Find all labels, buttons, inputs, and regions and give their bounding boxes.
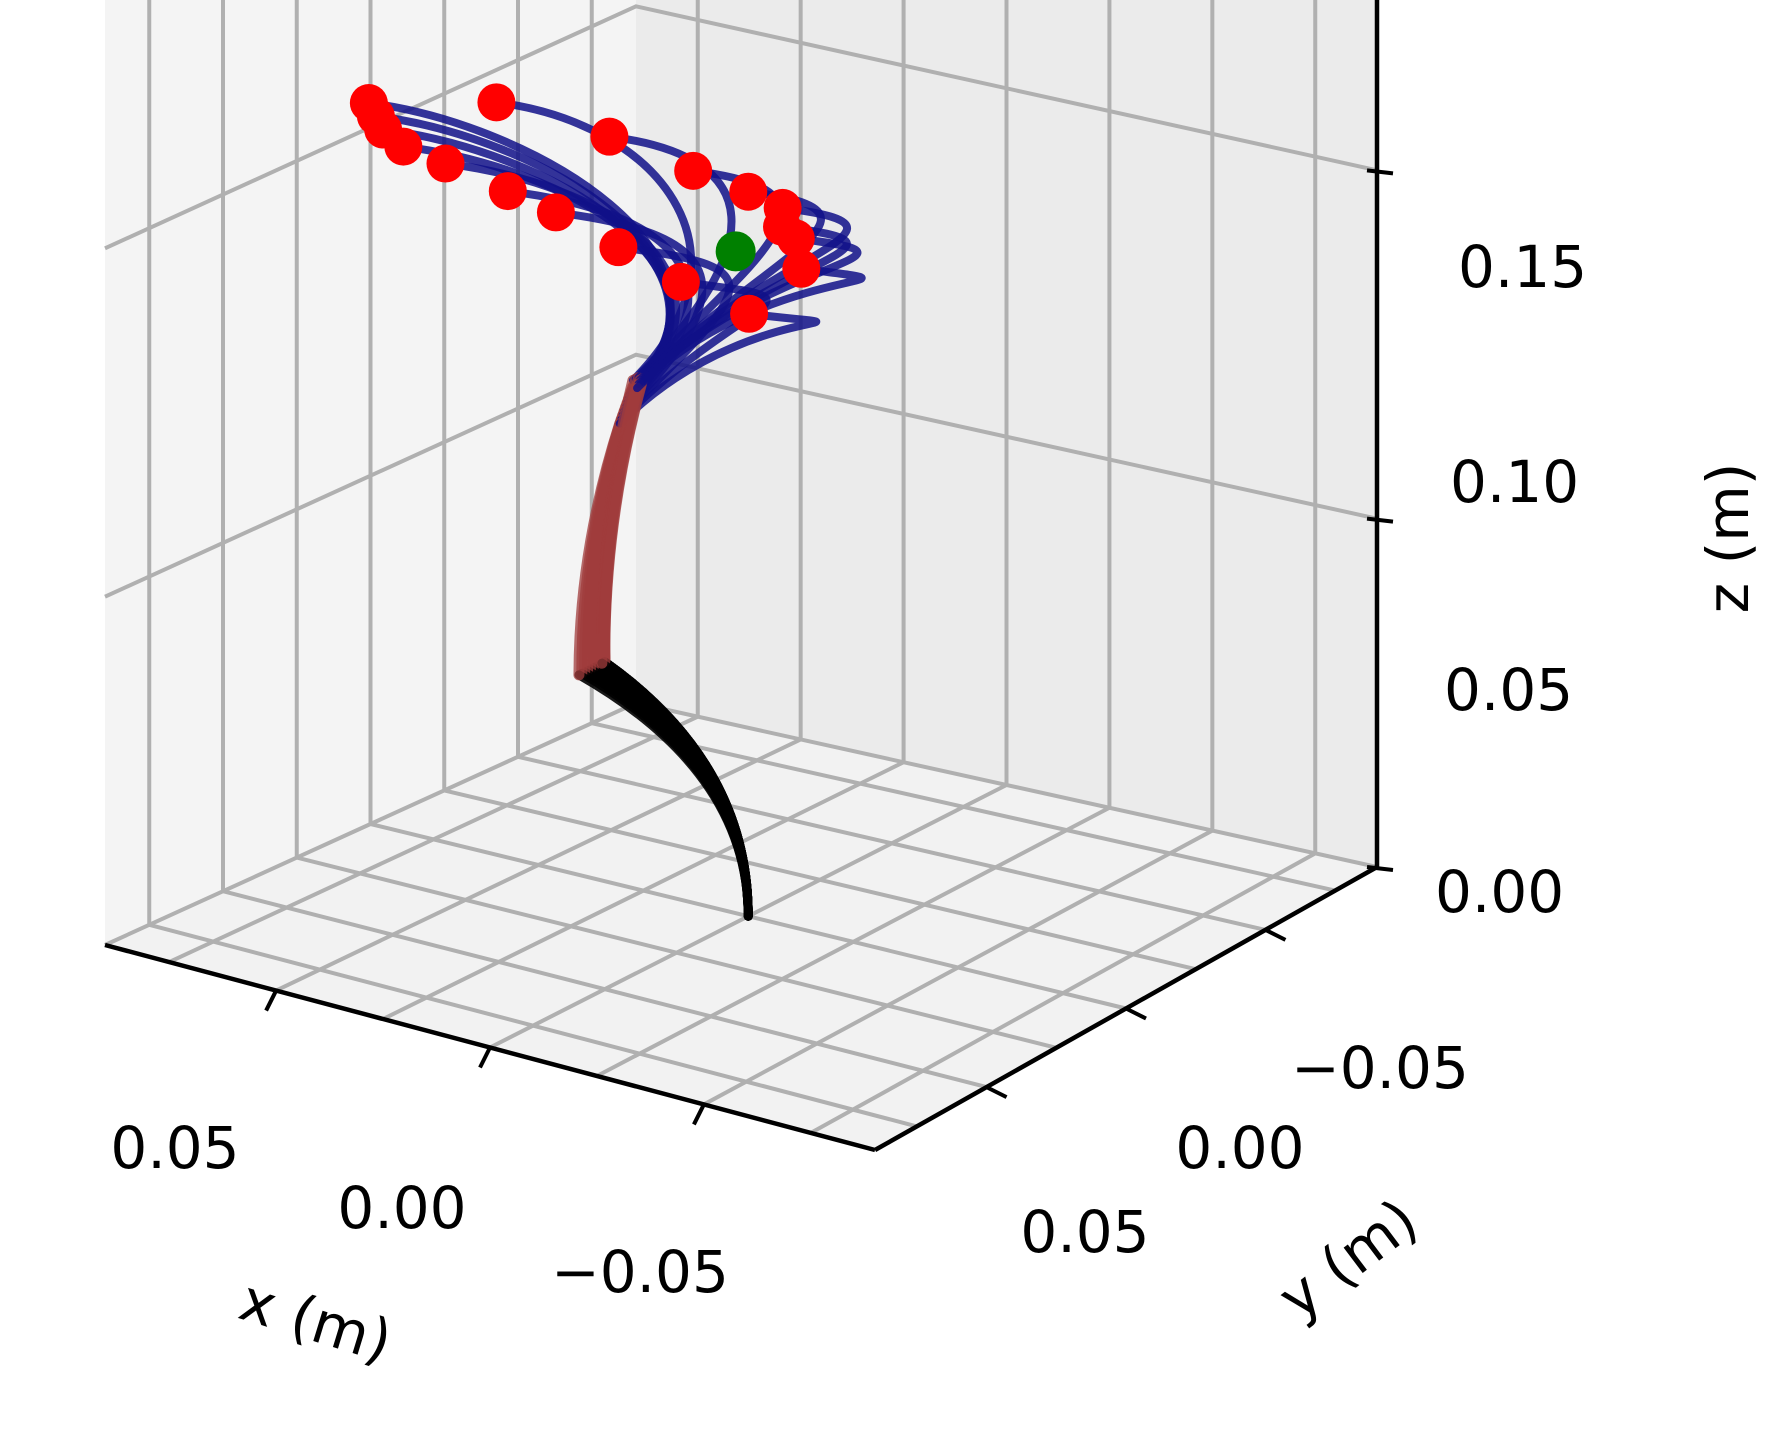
tip-marker bbox=[384, 127, 423, 166]
grid-line bbox=[443, 788, 1197, 972]
y-tick-mark bbox=[1125, 1006, 1147, 1021]
y-tick-label: 0.05 bbox=[1020, 1198, 1149, 1266]
grid-line bbox=[104, 352, 1378, 599]
tip-marker bbox=[730, 294, 769, 333]
z-tick-label: 0.05 bbox=[1444, 656, 1573, 724]
tip-marker bbox=[782, 249, 821, 288]
x-tick-label: −0.05 bbox=[551, 1238, 729, 1306]
floor-pane bbox=[105, 703, 1377, 1150]
target-marker bbox=[715, 231, 756, 272]
tip-markers bbox=[349, 83, 821, 333]
z-tick-mark bbox=[1366, 168, 1394, 176]
x-tick-mark bbox=[264, 989, 278, 1012]
tip-marker bbox=[536, 193, 575, 232]
tip-marker bbox=[776, 219, 815, 258]
grid-line bbox=[591, 721, 1336, 893]
rod-middle-segment bbox=[573, 418, 626, 681]
tip-marker bbox=[488, 172, 527, 211]
tip-marker bbox=[599, 228, 638, 267]
grid-line bbox=[382, 760, 905, 1021]
z-tick-label: 0.00 bbox=[1435, 858, 1564, 926]
tip-marker bbox=[729, 172, 768, 211]
z-axis-title: z (m) bbox=[1694, 463, 1762, 614]
tip-marker bbox=[674, 151, 713, 190]
rod-tip-segment bbox=[633, 264, 866, 393]
tip-marker bbox=[661, 262, 700, 301]
x-tick-mark bbox=[478, 1046, 492, 1069]
grid-line bbox=[168, 714, 699, 964]
z-tick-label: 0.15 bbox=[1458, 233, 1587, 301]
tick-marks bbox=[264, 168, 1394, 1126]
x-tick-label: 0.00 bbox=[337, 1174, 466, 1242]
rod-base-segment bbox=[597, 658, 753, 921]
tip-marker bbox=[477, 83, 516, 122]
y-tick-label: −0.05 bbox=[1291, 1034, 1469, 1102]
y-tick-mark bbox=[1264, 928, 1287, 942]
tip-marker bbox=[590, 117, 629, 156]
z-tick-mark bbox=[1366, 865, 1394, 872]
rod-tip-segment bbox=[492, 98, 696, 385]
y-tick-label: 0.00 bbox=[1175, 1114, 1304, 1182]
tip-marker bbox=[426, 144, 465, 183]
grid-line bbox=[104, 4, 1378, 251]
rod-tip-segment bbox=[615, 309, 821, 428]
rod-middle-segment bbox=[596, 382, 643, 669]
x-axis-title: x (m) bbox=[232, 1266, 400, 1376]
z-tick-mark bbox=[1366, 516, 1394, 524]
y-axis-title: y (m) bbox=[1266, 1185, 1430, 1332]
grid-line bbox=[517, 754, 1266, 932]
y-tick-mark bbox=[985, 1085, 1008, 1099]
x-tick-label: 0.05 bbox=[110, 1114, 239, 1182]
rod-curves bbox=[364, 98, 866, 921]
x-tick-mark bbox=[692, 1103, 706, 1126]
z-tick-label: 0.10 bbox=[1450, 448, 1579, 516]
rod-tip-segment bbox=[605, 132, 736, 383]
